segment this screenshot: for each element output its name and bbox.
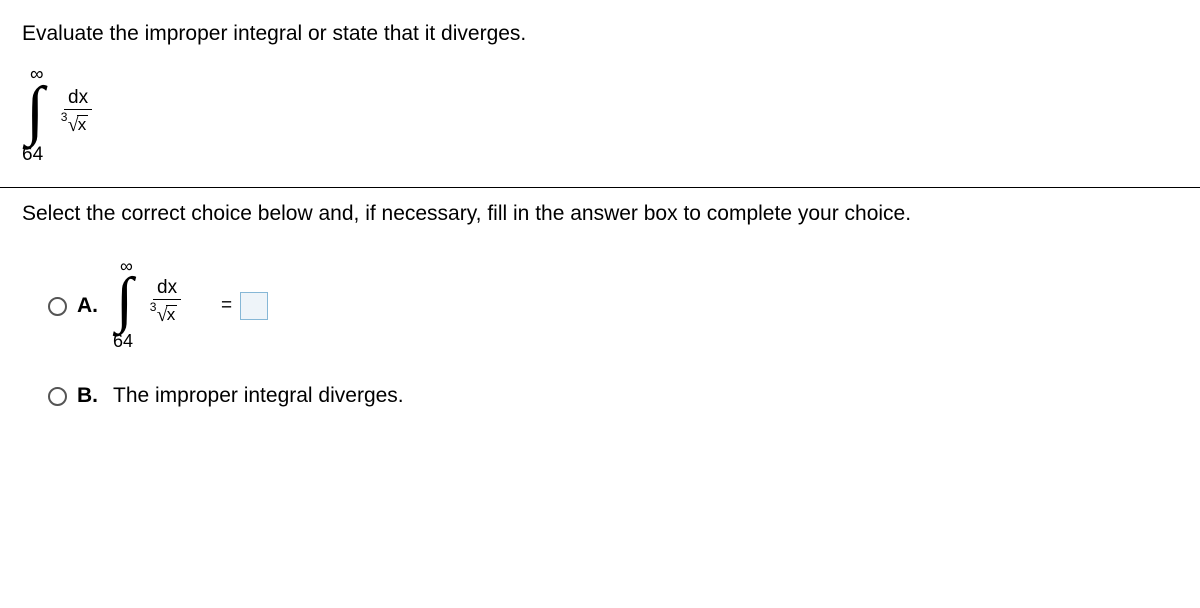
radicand: x bbox=[77, 115, 89, 135]
choice-a-root-index: 3 bbox=[150, 300, 157, 314]
choice-b-label: B. bbox=[77, 384, 99, 408]
choice-a-numerator: dx bbox=[153, 278, 181, 300]
integral-sign-icon: ∫ bbox=[116, 269, 133, 331]
denominator: 3 √x bbox=[64, 110, 92, 137]
equals-sign: = bbox=[221, 295, 232, 317]
instruction-text: Select the correct choice below and, if … bbox=[0, 188, 1200, 226]
choices-group: A. ∞ ∫ 64 dx 3 √x = bbox=[0, 226, 1200, 408]
choice-a-body: ∞ ∫ 64 dx 3 √x = bbox=[113, 256, 268, 356]
root-index: 3 bbox=[61, 110, 68, 124]
prompt-text: Evaluate the improper integral or state … bbox=[22, 22, 1178, 46]
choice-a[interactable]: A. ∞ ∫ 64 dx 3 √x = bbox=[48, 256, 1178, 356]
numerator: dx bbox=[64, 88, 92, 110]
choice-a-integral: ∞ ∫ 64 dx 3 √x bbox=[113, 256, 213, 356]
radio-a[interactable] bbox=[48, 297, 67, 316]
choice-b-text: The improper integral diverges. bbox=[113, 384, 404, 408]
problem-section: Evaluate the improper integral or state … bbox=[0, 0, 1200, 169]
fraction: dx 3 √x bbox=[64, 88, 92, 137]
integral-expression: ∞ ∫ 64 dx 3 √x bbox=[22, 64, 1178, 169]
choice-a-label: A. bbox=[77, 294, 99, 318]
choice-b[interactable]: B. The improper integral diverges. bbox=[48, 384, 1178, 408]
radio-b[interactable] bbox=[48, 387, 67, 406]
choice-a-fraction: dx 3 √x bbox=[153, 278, 181, 327]
choice-a-denominator: 3 √x bbox=[153, 300, 181, 327]
choice-a-radicand: x bbox=[166, 305, 178, 325]
integral-sign-icon: ∫ bbox=[26, 78, 44, 144]
choice-a-lower-limit: 64 bbox=[113, 331, 133, 352]
answer-input[interactable] bbox=[240, 292, 268, 320]
lower-limit: 64 bbox=[22, 144, 43, 166]
